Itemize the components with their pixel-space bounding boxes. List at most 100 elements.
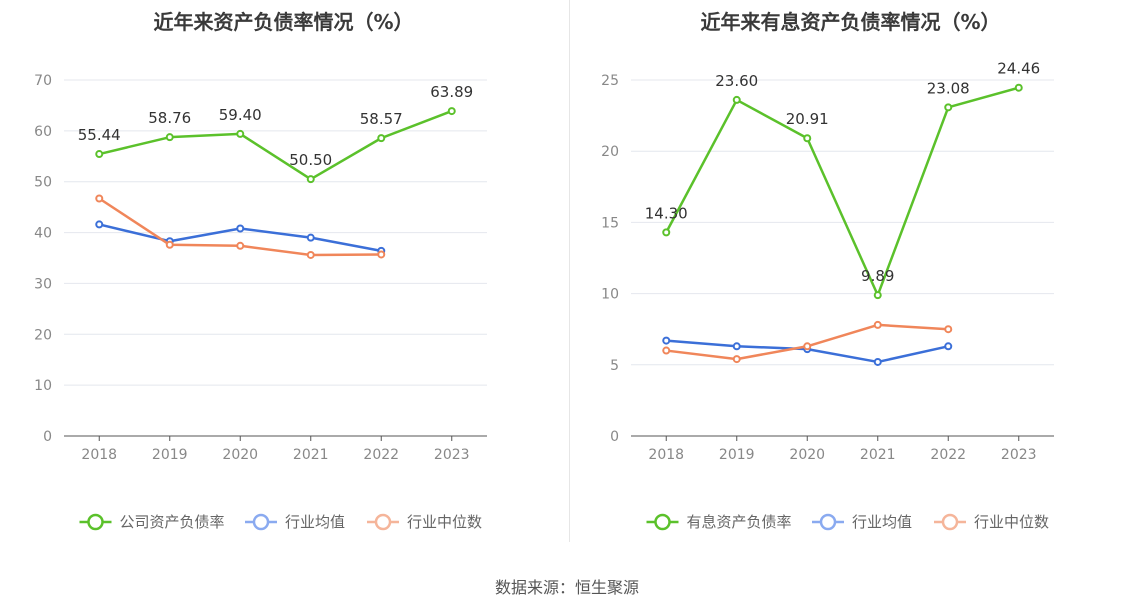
data-point [236,241,245,250]
chart-title: 近年来有息资产负债率情况（%） [700,10,1001,34]
y-tick-label: 20 [601,144,619,160]
data-point [165,240,174,249]
data-point [944,103,953,112]
data-point [662,336,671,345]
x-axis-tick-labels: 2018 2019 2020 2021 2022 2023 [648,436,1037,463]
series-industry_median [95,194,386,259]
y-axis-tick-labels: 0 10 20 30 40 50 60 70 [34,73,52,445]
data-point [662,228,671,237]
y-axis-tick-labels: 0 5 10 15 20 25 [601,73,619,445]
y-tick-label: 25 [601,73,619,89]
data-point [732,95,741,104]
legend-item-company[interactable]: 公司资产负债率 [79,513,225,531]
data-point [803,134,812,143]
y-tick-label: 60 [34,124,52,140]
y-tick-label: 0 [610,429,619,445]
data-point [377,250,386,259]
x-tick-label: 2020 [222,447,258,463]
data-point [447,107,456,116]
series-industry_avg [662,336,953,366]
data-point [873,291,882,300]
legend-label: 行业均值 [852,513,912,531]
y-gridlines [631,79,1054,366]
data-point [1014,83,1023,92]
series-line-company [665,86,1020,297]
data-label: 50.50 [289,151,332,169]
y-tick-label: 50 [34,175,52,191]
x-tick-label: 2021 [860,447,896,463]
legend-item-company[interactable]: 有息资产负债率 [646,513,792,531]
x-tick-label: 2022 [363,447,399,463]
data-label: 63.89 [430,83,473,101]
x-tick-label: 2023 [434,447,470,463]
data-point [236,224,245,233]
data-point [662,346,671,355]
y-tick-label: 10 [601,287,619,303]
data-label: 23.08 [927,79,970,97]
x-tick-label: 2023 [1001,447,1037,463]
chart-title: 近年来资产负债率情况（%） [153,10,414,34]
series-company: 55.44 58.76 59.40 50.50 58.57 63.89 [78,83,473,184]
data-label: 59.40 [219,106,262,124]
chart-panel-interest-bearing-debt-ratio: 近年来有息资产负债率情况（%） 0 5 10 15 20 25 2018 2019 2020 20… [567,0,1134,560]
data-source-note: 数据来源：恒生聚源 [494,578,639,597]
x-tick-label: 2020 [789,447,825,463]
series-industry_median [662,320,953,364]
x-axis-tick-labels: 2018 2019 2020 2021 2022 2023 [81,436,470,463]
legend-marker-icon [252,513,270,531]
chart-debt-ratio: 0 10 20 30 40 50 60 70 2018 2019 2020 2021 2022 2023 5… [34,73,487,531]
legend-label: 行业均值 [285,513,345,531]
data-label: 14.30 [645,204,688,222]
x-tick-label: 2018 [81,447,117,463]
data-point [306,233,315,242]
y-tick-label: 70 [34,73,52,89]
data-point [732,342,741,351]
data-point [944,342,953,351]
data-label: 20.91 [786,110,829,128]
data-point [732,355,741,364]
chart-interest-bearing-debt-ratio: 0 5 10 15 20 25 2018 2019 2020 2021 2022 2023 14.30 2… [601,60,1054,531]
legend-label: 有息资产负债率 [687,513,792,531]
data-point [95,150,104,159]
series-company: 14.30 23.60 20.91 9.89 23.08 24.46 [645,60,1040,300]
legend-marker-icon [819,513,837,531]
series-line-company [98,109,453,181]
y-tick-label: 30 [34,276,52,292]
legend-label: 行业中位数 [407,513,482,531]
data-label: 9.89 [861,267,894,285]
data-point [95,194,104,203]
legend-item-industry_median[interactable]: 行业中位数 [934,513,1049,531]
legend-item-industry_avg[interactable]: 行业均值 [245,513,345,531]
data-point [306,175,315,184]
y-tick-label: 40 [34,226,52,242]
legend-marker-icon [654,513,671,531]
legend-item-industry_median[interactable]: 行业中位数 [367,513,482,531]
data-label: 55.44 [78,126,121,144]
data-point [377,134,386,143]
y-tick-label: 15 [601,215,619,231]
legend-label: 行业中位数 [974,513,1049,531]
data-point [873,320,882,329]
data-point [306,250,315,259]
y-tick-label: 20 [34,327,52,343]
legend-label: 公司资产负债率 [120,513,225,531]
legend-item-industry_avg[interactable]: 行业均值 [812,513,912,531]
x-tick-label: 2021 [293,447,329,463]
data-label: 58.76 [148,109,191,127]
x-tick-label: 2018 [648,447,684,463]
y-tick-label: 10 [34,378,52,394]
x-tick-label: 2019 [152,447,188,463]
x-tick-label: 2019 [719,447,755,463]
legend-marker-icon [941,513,959,531]
data-label: 23.60 [715,72,758,90]
panel-divider [569,0,570,542]
y-tick-label: 0 [43,429,52,445]
legend-marker-icon [374,513,392,531]
data-point [873,357,882,366]
data-label: 58.57 [360,110,403,128]
y-tick-label: 5 [610,358,619,374]
legend-marker-icon [87,513,104,531]
legend: 有息资产负债率 行业均值 行业中位数 [646,513,1049,531]
data-point [236,129,245,138]
data-point [165,133,174,142]
